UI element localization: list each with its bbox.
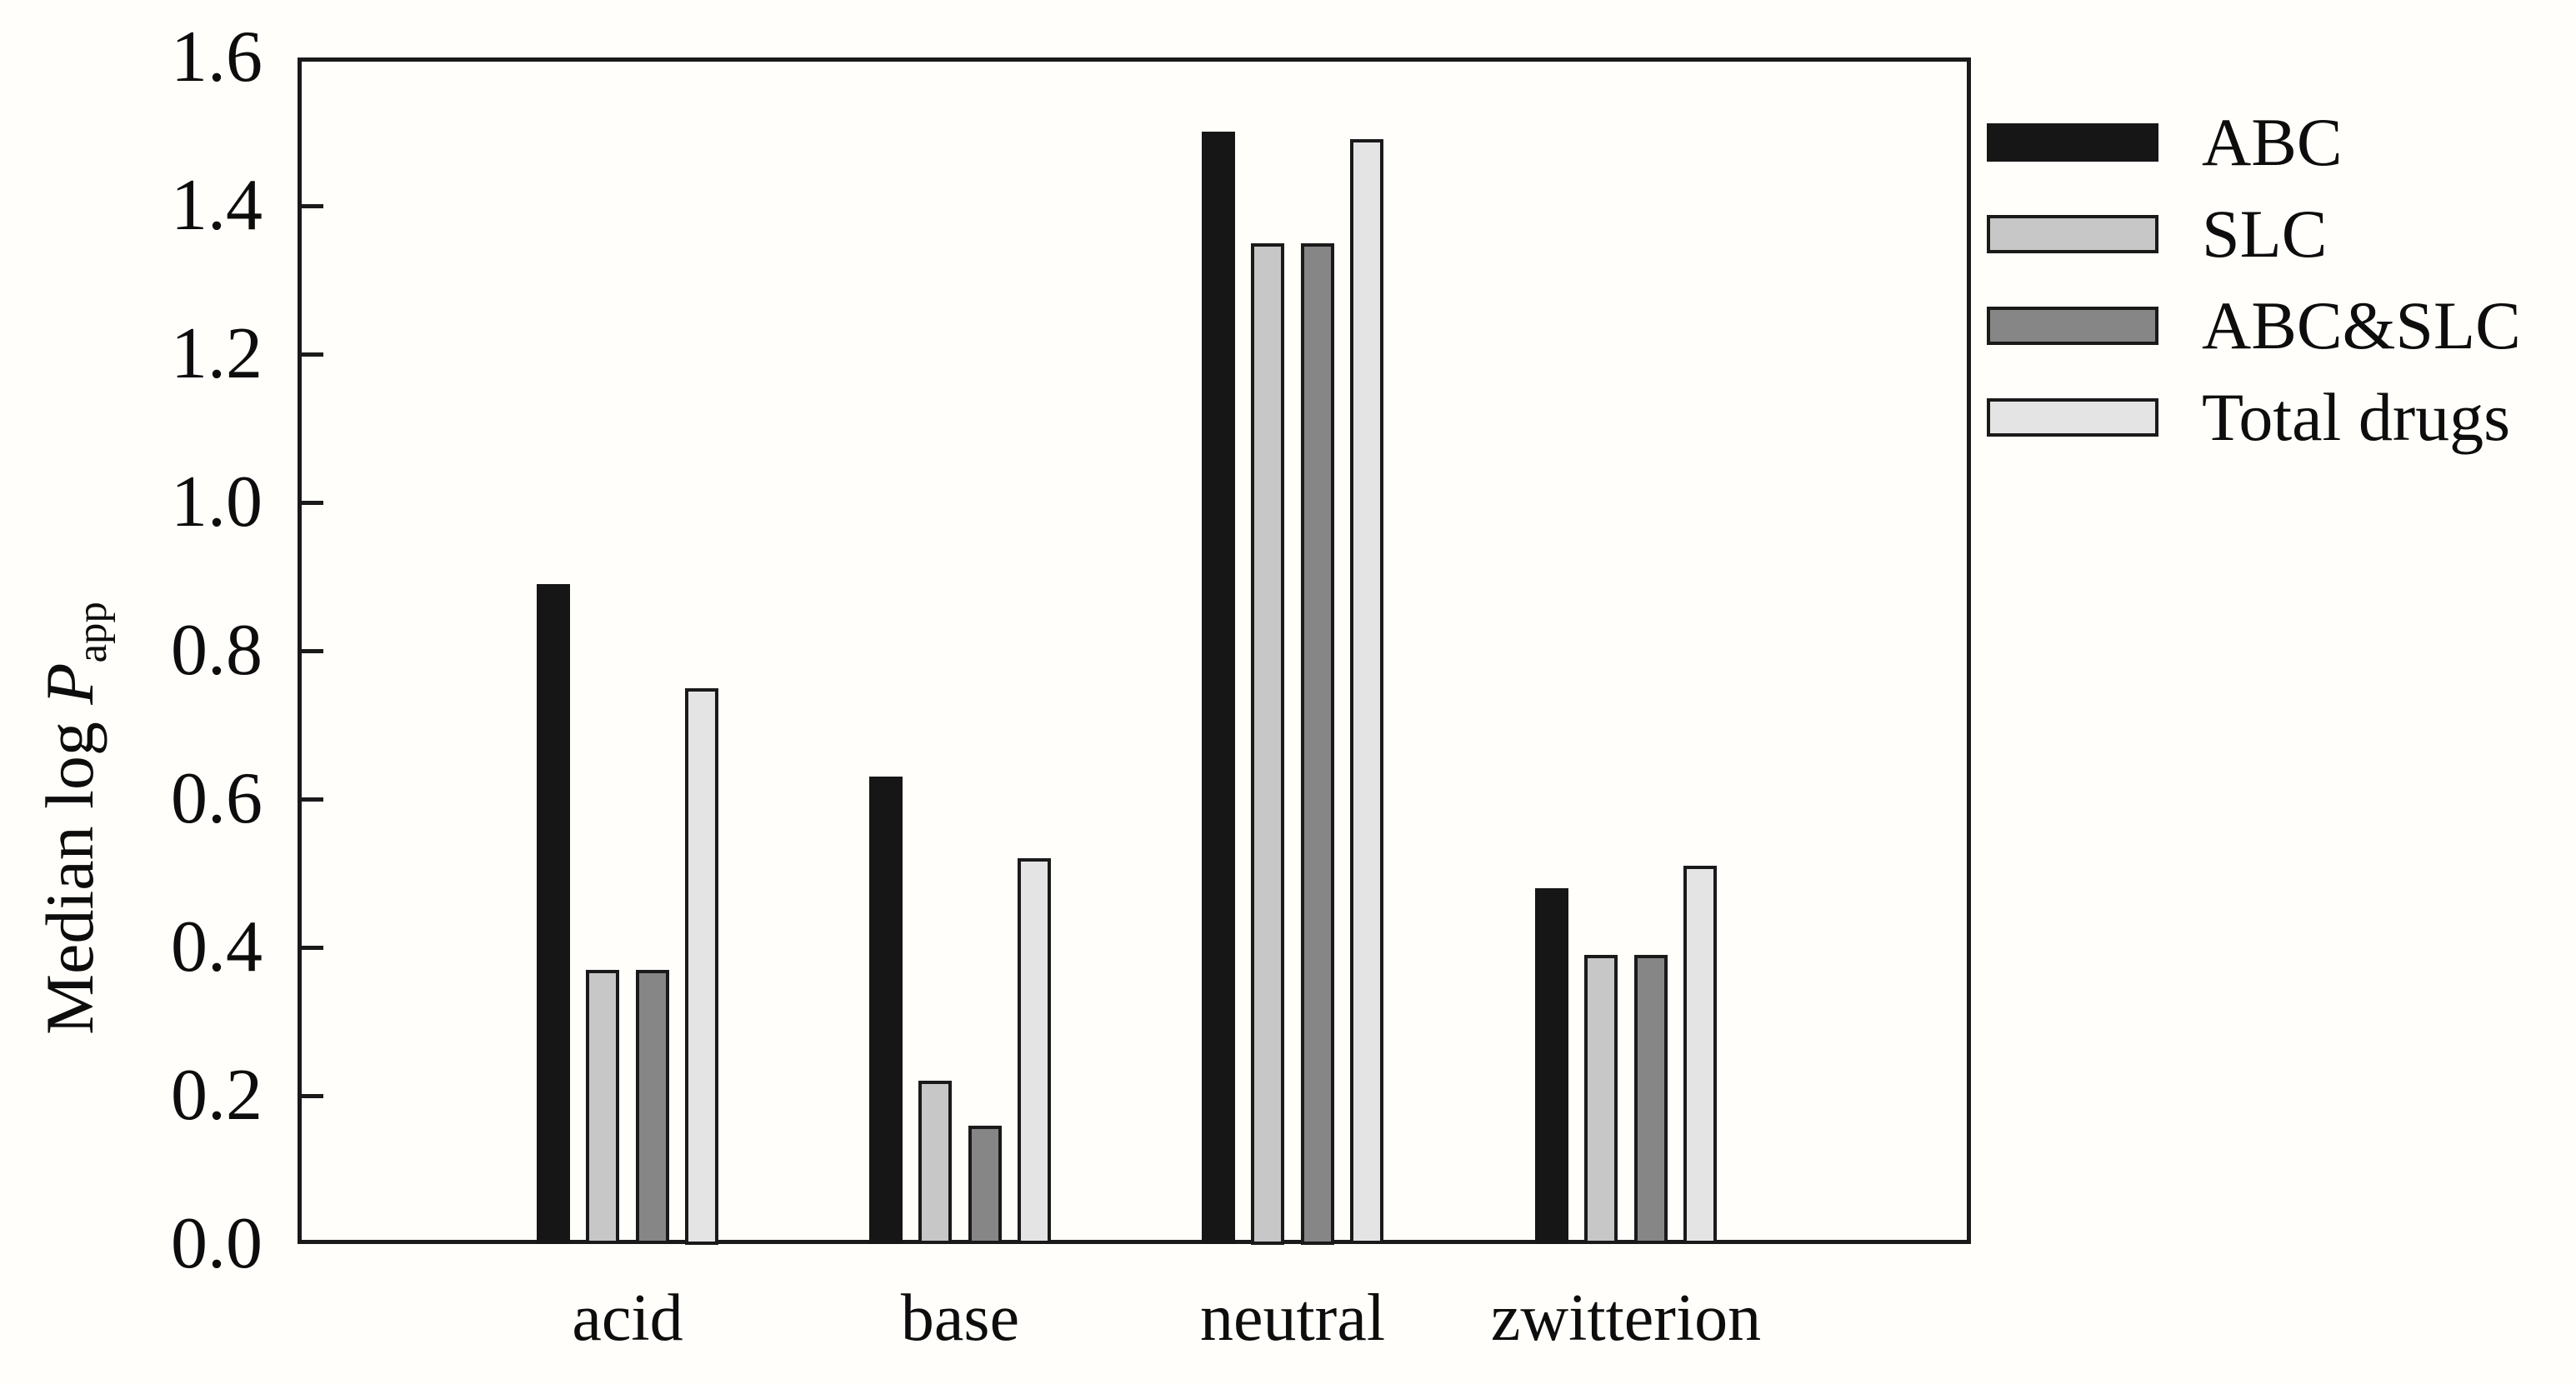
y-tick-mark-0.6 [302,797,323,802]
bar-abc-slc-base [968,1126,1002,1244]
legend-swatch [1987,123,2158,162]
legend-swatch [1987,215,2158,253]
y-tick-label-0.0: 0.0 [171,1203,263,1284]
y-axis-title-prefix: Median log [31,704,108,1035]
bar-abc-zwitterion [1535,888,1568,1244]
y-tick-mark-0.2 [302,1093,323,1098]
x-category-label-zwitterion: zwitterion [1490,1282,1762,1355]
legend-label: Total drugs [2202,379,2511,455]
y-tick-mark-1.4 [302,203,323,208]
plot-area [298,57,1971,1244]
bar-total-drugs-base [1018,858,1051,1244]
y-tick-label-0.8: 0.8 [171,610,263,691]
y-tick-mark-0.4 [302,945,323,950]
x-category-label-neutral: neutral [1199,1282,1386,1355]
bar-abc-neutral [1202,132,1235,1244]
y-tick-label-1.2: 1.2 [171,313,263,394]
legend-label: ABC [2202,104,2343,180]
bar-total-drugs-neutral [1350,139,1383,1244]
legend-label: ABC&SLC [2202,287,2521,363]
bar-slc-base [918,1081,952,1244]
y-tick-mark-1.0 [302,500,323,505]
legend-row-total-drugs: Total drugs [1987,380,2510,455]
bar-slc-neutral [1251,243,1284,1245]
y-tick-mark-0.8 [302,648,323,653]
y-tick-label-0.6: 0.6 [171,758,263,839]
legend-row-abc: ABC [1987,105,2343,180]
bar-abc-base [869,777,903,1244]
y-tick-mark-1.2 [302,352,323,357]
legend-swatch [1987,307,2158,345]
bar-total-drugs-acid [685,688,718,1245]
x-category-label-acid: acid [572,1282,683,1355]
legend-row-abc-slc: ABC&SLC [1987,288,2521,363]
bar-slc-zwitterion [1584,955,1618,1244]
y-tick-label-1.0: 1.0 [171,462,263,542]
legend-swatch [1987,398,2158,437]
bar-abc-slc-zwitterion [1634,955,1668,1244]
bar-abc-acid [537,584,570,1244]
y-tick-label-0.4: 0.4 [171,907,263,987]
legend-label: SLC [2202,196,2328,272]
y-tick-label-1.4: 1.4 [171,165,263,246]
y-tick-label-0.2: 0.2 [171,1055,263,1136]
x-category-label-base: base [900,1282,1020,1355]
legend-row-slc: SLC [1987,197,2327,272]
y-tick-label-1.6: 1.6 [171,17,263,97]
bar-abc-slc-neutral [1301,243,1334,1245]
bar-total-drugs-zwitterion [1683,866,1717,1244]
bar-abc-slc-acid [636,970,669,1244]
bar-slc-acid [586,970,619,1244]
